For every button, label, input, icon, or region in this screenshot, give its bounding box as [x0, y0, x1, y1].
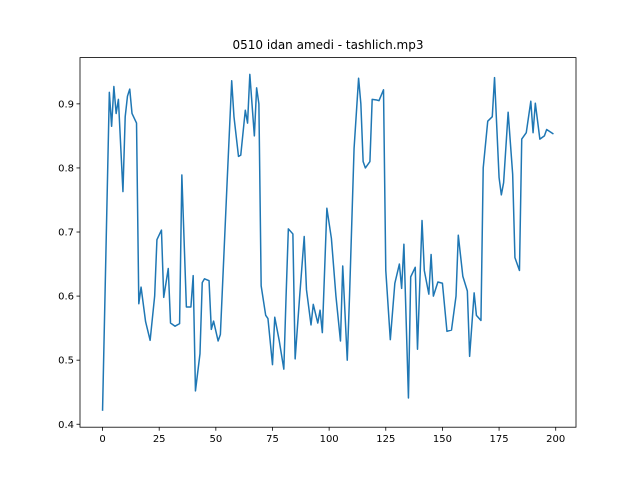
y-tick-label: 0.8: [58, 163, 74, 174]
y-tick-label: 0.9: [58, 99, 74, 110]
y-tick-label: 0.5: [58, 356, 74, 367]
x-tick-label: 125: [376, 434, 395, 445]
x-tick-label: 200: [546, 434, 565, 445]
x-tick-label: 25: [153, 434, 166, 445]
y-tick-label: 0.6: [58, 292, 74, 303]
x-tick-label: 100: [320, 434, 339, 445]
x-tick-label: 50: [209, 434, 222, 445]
plot-frame: [79, 57, 577, 428]
y-tick-label: 0.7: [58, 228, 74, 239]
x-tick-label: 0: [99, 434, 105, 445]
chart-title: 0510 idan amedi - tashlich.mp3: [233, 38, 424, 52]
y-tick-label: 0.4: [58, 420, 74, 431]
x-tick-label: 75: [266, 434, 279, 445]
x-tick-label: 150: [433, 434, 452, 445]
x-tick-label: 175: [490, 434, 509, 445]
data-line: [101, 73, 554, 411]
